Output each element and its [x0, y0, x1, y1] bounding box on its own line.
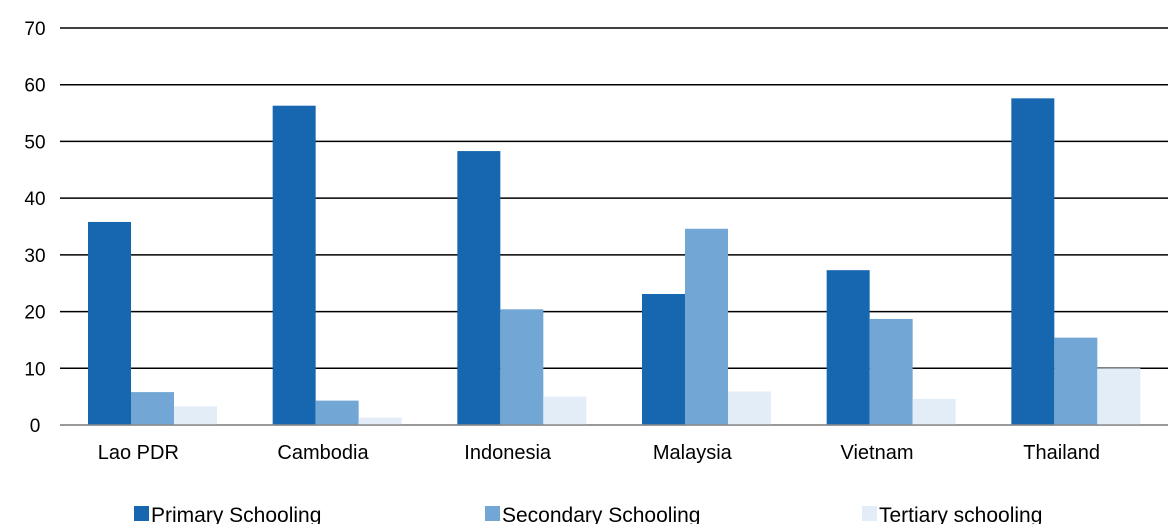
- y-tick-label: 10: [24, 359, 45, 380]
- x-category-label: Cambodia: [277, 442, 369, 464]
- legend-label: Secondary Schooling: [502, 504, 700, 524]
- bar-malaysia-secondary-schooling: [685, 228, 728, 425]
- legend-swatch: [485, 506, 500, 521]
- y-tick-label: 20: [24, 303, 45, 324]
- bar-cambodia-tertiary-schooling: [358, 417, 402, 425]
- legend-label: Primary Schooling: [151, 504, 321, 524]
- legend-swatch: [134, 506, 149, 521]
- gridlines: [60, 27, 1168, 426]
- legend-label: Tertiary schooling: [879, 504, 1042, 524]
- x-category-label: Vietnam: [840, 442, 913, 464]
- bar-thailand-secondary-schooling: [1054, 337, 1098, 425]
- x-category-label: Malaysia: [653, 442, 733, 464]
- bar-lao-pdr-tertiary-schooling: [174, 406, 217, 425]
- bar-vietnam-tertiary-schooling: [912, 398, 956, 425]
- bar-thailand-primary-schooling: [1011, 98, 1055, 425]
- bar-lao-pdr-secondary-schooling: [131, 392, 174, 425]
- y-tick-label: 70: [24, 19, 45, 40]
- x-category-label: Lao PDR: [98, 442, 179, 464]
- bar-vietnam-secondary-schooling: [869, 318, 913, 425]
- bar-lao-pdr-primary-schooling: [88, 221, 131, 425]
- legend: Primary Schooling Secondary Schooling Tert…: [134, 504, 1042, 527]
- bar-indonesia-secondary-schooling: [500, 309, 544, 425]
- bars: [60, 98, 1168, 426]
- bar-thailand-tertiary-schooling: [1097, 368, 1141, 425]
- y-tick-label: 50: [24, 132, 45, 153]
- x-axis-labels: Lao PDR Cambodia Indonesia Malaysia Vietnam T…: [98, 442, 1100, 464]
- x-category-label: Indonesia: [464, 442, 552, 464]
- bar-malaysia-primary-schooling: [642, 293, 685, 425]
- y-axis-ticks: 0 10 20 30 40 50 60 70: [24, 19, 45, 437]
- y-tick-label: 60: [24, 76, 45, 97]
- bar-malaysia-tertiary-schooling: [728, 391, 771, 425]
- y-tick-label: 0: [30, 416, 41, 437]
- bar-indonesia-primary-schooling: [457, 151, 501, 425]
- x-category-label: Thailand: [1023, 442, 1100, 464]
- bar-indonesia-tertiary-schooling: [543, 396, 587, 425]
- bar-vietnam-primary-schooling: [826, 270, 870, 425]
- legend-swatch: [862, 506, 877, 521]
- y-tick-label: 30: [24, 246, 45, 267]
- bar-cambodia-secondary-schooling: [315, 400, 359, 425]
- bar-cambodia-primary-schooling: [272, 105, 316, 425]
- y-tick-label: 40: [24, 189, 45, 210]
